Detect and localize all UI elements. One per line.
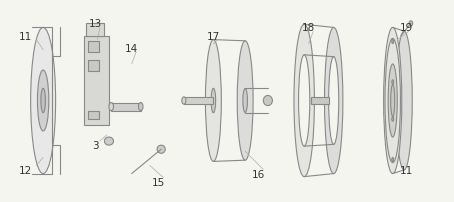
Ellipse shape xyxy=(263,96,272,106)
Ellipse shape xyxy=(294,25,314,177)
Ellipse shape xyxy=(384,28,402,174)
Bar xyxy=(184,97,213,105)
Ellipse shape xyxy=(104,137,114,145)
Ellipse shape xyxy=(388,65,397,137)
Text: 11: 11 xyxy=(18,31,32,41)
Ellipse shape xyxy=(329,57,339,145)
Ellipse shape xyxy=(237,42,253,160)
Text: 11: 11 xyxy=(400,165,413,175)
Text: 16: 16 xyxy=(252,169,266,179)
Ellipse shape xyxy=(243,89,247,113)
Ellipse shape xyxy=(157,145,165,154)
Bar xyxy=(88,61,99,72)
Ellipse shape xyxy=(182,97,186,105)
Ellipse shape xyxy=(409,22,413,27)
Text: 15: 15 xyxy=(152,177,166,187)
Ellipse shape xyxy=(392,40,394,44)
Ellipse shape xyxy=(392,118,394,122)
Bar xyxy=(84,36,109,125)
Ellipse shape xyxy=(211,89,216,113)
Ellipse shape xyxy=(392,158,394,162)
Ellipse shape xyxy=(109,103,114,111)
Text: 18: 18 xyxy=(302,23,316,33)
Ellipse shape xyxy=(396,32,412,170)
Text: 14: 14 xyxy=(125,43,138,54)
Ellipse shape xyxy=(30,28,55,174)
Ellipse shape xyxy=(41,89,45,113)
Ellipse shape xyxy=(37,71,49,131)
Bar xyxy=(86,24,104,36)
Bar xyxy=(311,98,329,104)
Ellipse shape xyxy=(138,103,143,111)
Bar xyxy=(88,41,99,53)
Text: 19: 19 xyxy=(400,23,413,33)
Text: 17: 17 xyxy=(207,31,220,41)
Bar xyxy=(111,103,141,111)
Ellipse shape xyxy=(391,85,395,117)
Ellipse shape xyxy=(325,28,343,174)
Ellipse shape xyxy=(205,40,221,162)
Ellipse shape xyxy=(392,80,394,84)
Text: 3: 3 xyxy=(92,140,99,150)
Text: 12: 12 xyxy=(18,165,32,175)
Ellipse shape xyxy=(299,56,310,146)
Text: 13: 13 xyxy=(89,19,102,29)
Bar xyxy=(88,111,99,119)
